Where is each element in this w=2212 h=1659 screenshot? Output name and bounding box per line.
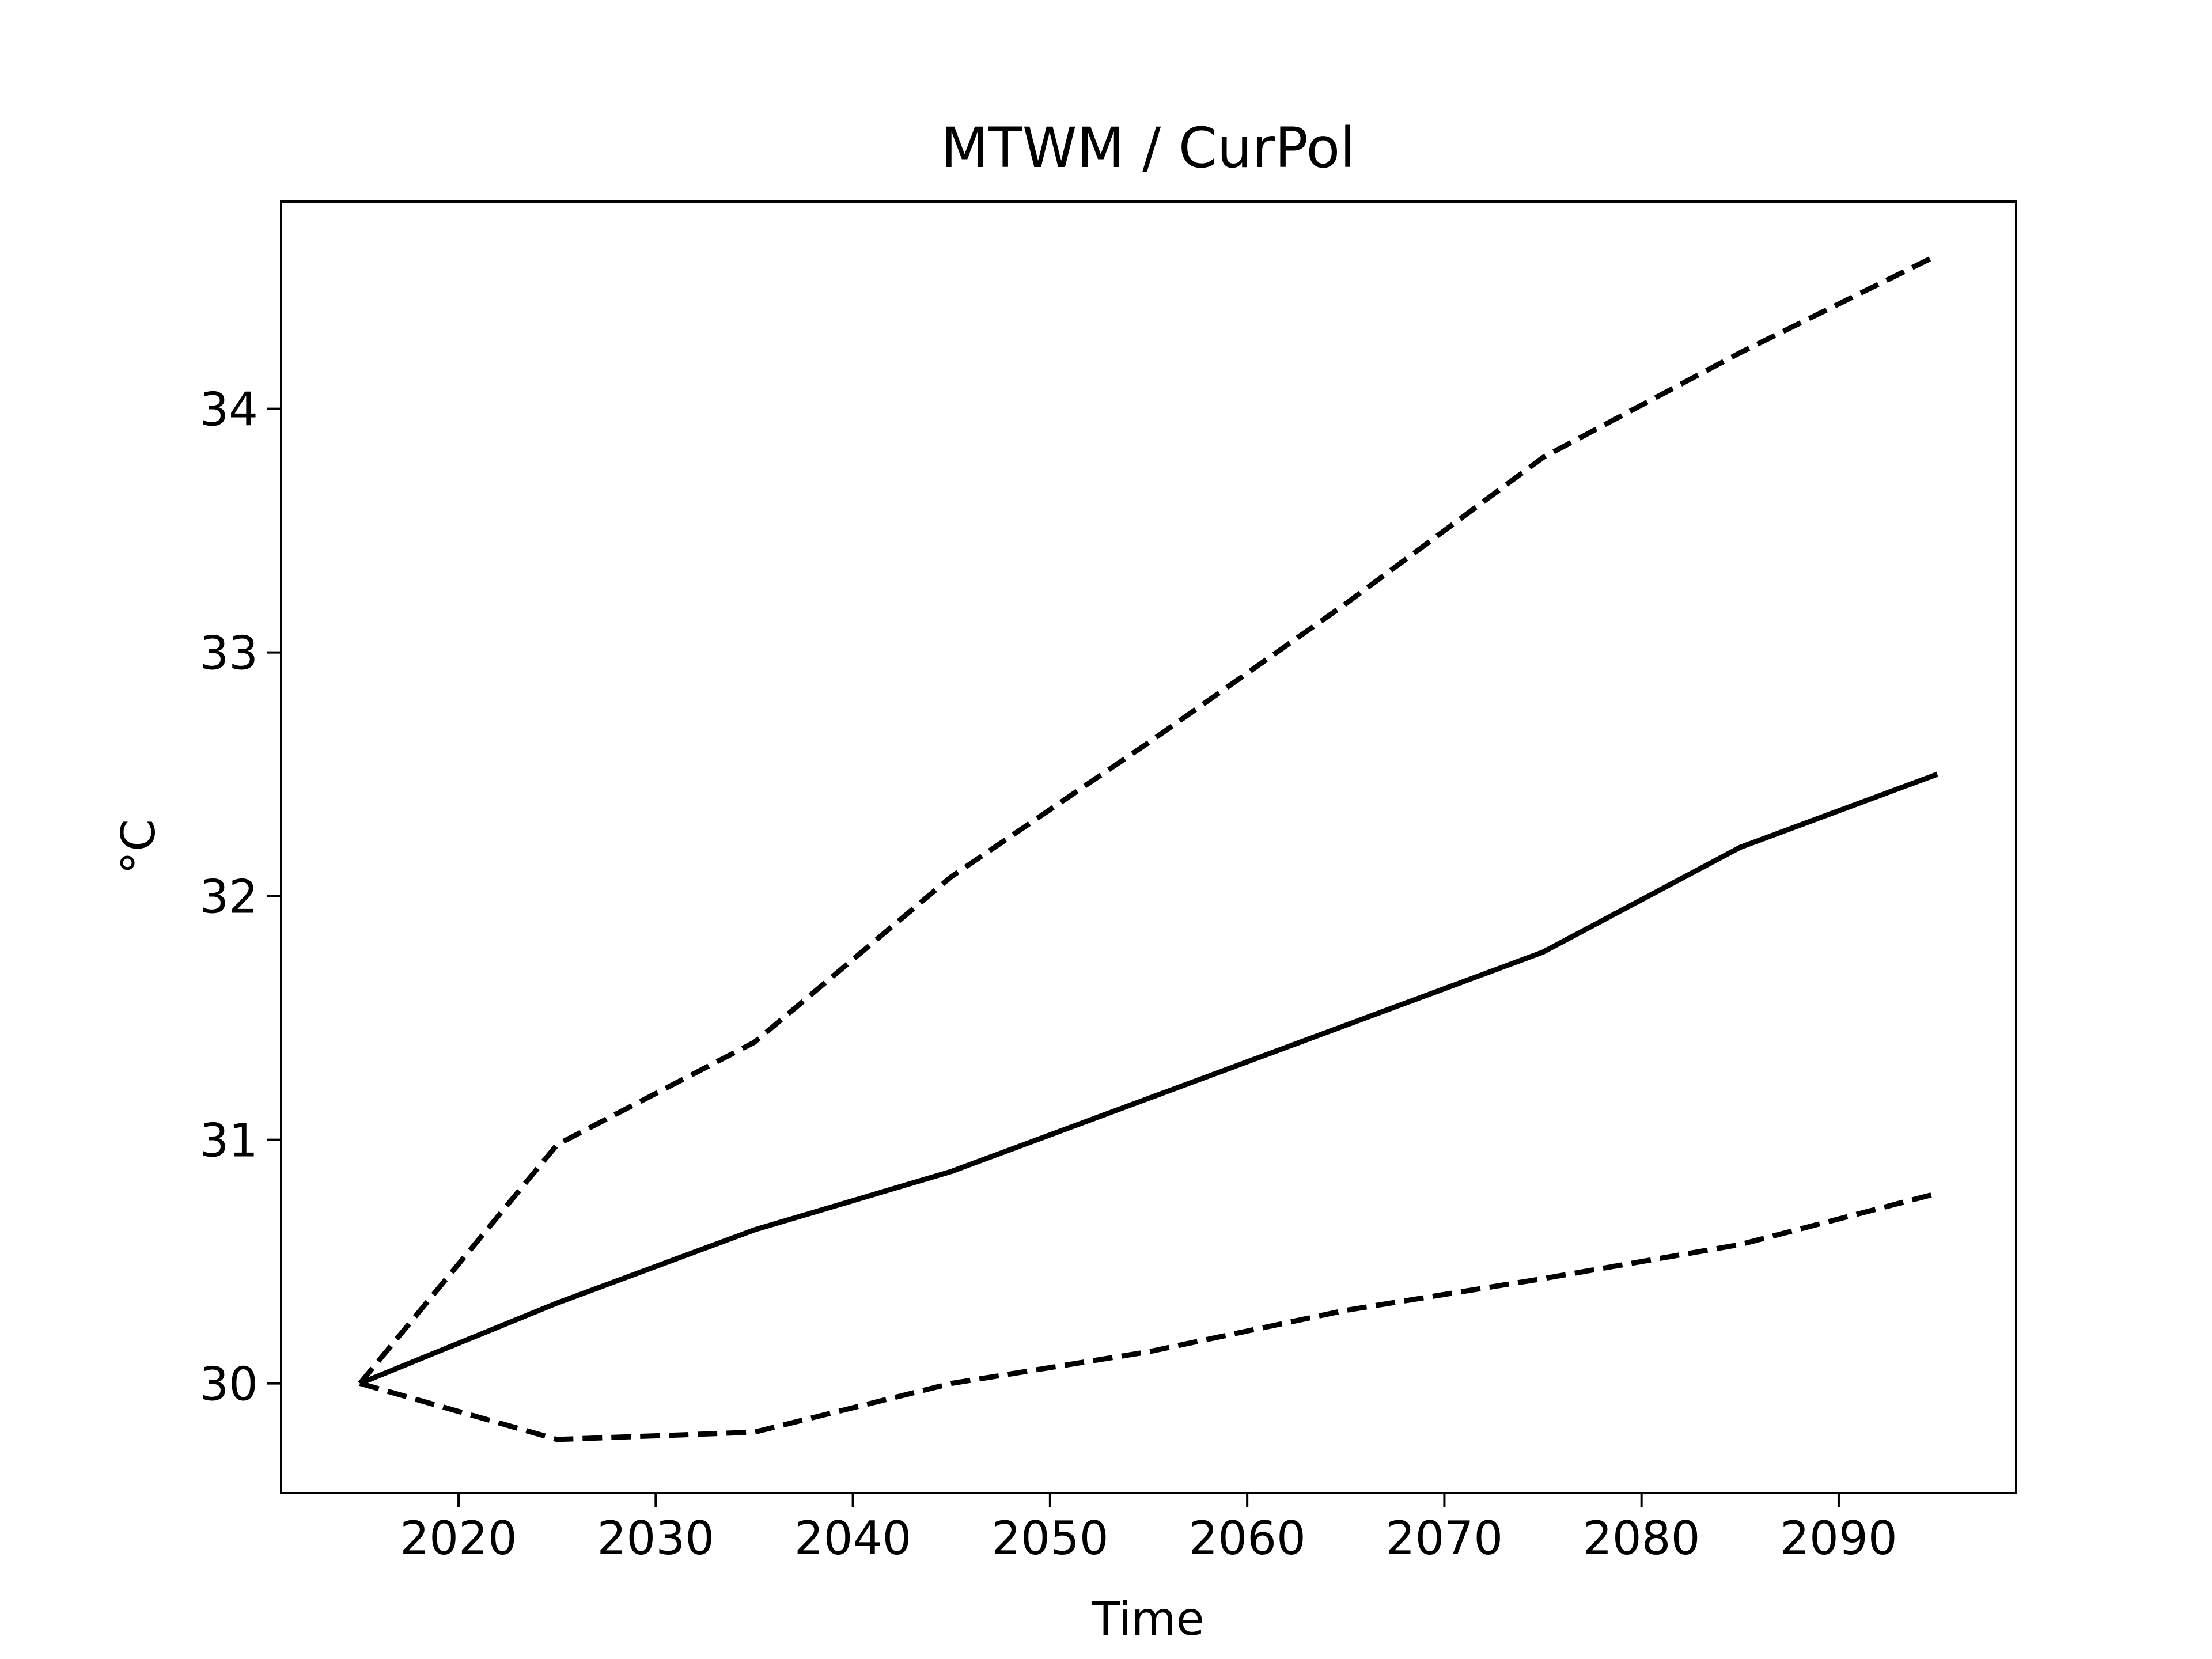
- y-tick-label: 34: [199, 383, 258, 437]
- plot-frame: [280, 200, 2017, 1494]
- series-line-0: [359, 771, 1938, 1386]
- plot-area: [358, 253, 1939, 1442]
- x-tick-label: 2020: [400, 1512, 517, 1565]
- y-tick-label: 31: [199, 1114, 258, 1168]
- chart-title: MTWM / CurPol: [941, 116, 1355, 180]
- series-line-1: [358, 253, 1939, 1385]
- x-tick-label: 2040: [794, 1512, 912, 1565]
- x-axis: 2020 2030 2040 2050 2060 2070 2080 2090: [400, 1493, 1897, 1565]
- x-tick-label: 2050: [991, 1512, 1109, 1565]
- x-tick-label: 2080: [1583, 1512, 1700, 1565]
- series-line-2: [359, 1191, 1938, 1442]
- y-tick-label: 33: [199, 627, 258, 680]
- y-tick-label: 32: [199, 870, 258, 924]
- y-axis: 30 31 32 33 34: [199, 383, 281, 1411]
- x-tick-label: 2090: [1780, 1512, 1897, 1565]
- x-axis-label: Time: [1091, 1592, 1205, 1646]
- x-tick-label: 2060: [1188, 1512, 1306, 1565]
- x-tick-label: 2030: [597, 1512, 715, 1565]
- y-axis-label: °C: [112, 819, 165, 874]
- y-tick-label: 30: [199, 1358, 258, 1411]
- x-tick-label: 2070: [1386, 1512, 1503, 1565]
